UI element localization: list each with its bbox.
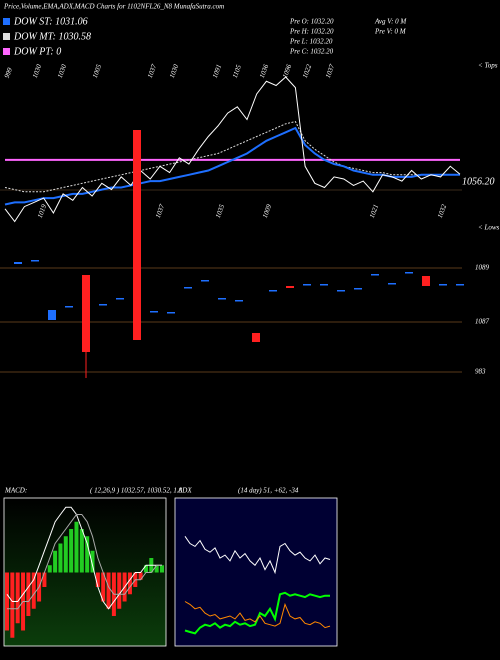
candle-body [201,280,209,282]
level-label: 1089 [475,264,490,272]
histogram-bar [47,565,52,573]
histogram-bar [79,529,84,573]
histogram-bar [58,543,63,573]
histogram-bar [10,572,15,638]
candle-body [303,284,311,286]
histogram-bar [42,572,47,587]
series-line [184,601,331,629]
candle-body [167,312,175,314]
info-text: Pre V: 0 M [374,28,407,36]
candle-body [14,262,22,264]
candle-body [184,287,192,289]
histogram-bar [53,550,58,573]
histogram-bar [69,529,74,573]
candle-body [218,298,226,300]
histogram-bar [90,550,95,573]
candle-body [99,304,107,306]
candle-body [116,298,124,300]
histogram-bar [85,536,90,573]
info-text: Pre L: 1032.20 [289,38,333,46]
info-text: Avg V: 0 M [374,18,407,26]
candle-body [133,130,141,340]
histogram-bar [26,572,31,616]
info-text: Pre C: 1032.20 [289,48,334,56]
adx-subtitle: (14 day) 51, +62, -34 [238,487,299,495]
candle-body [269,290,277,292]
candle-body [31,260,39,262]
candle-body [235,300,243,302]
macd-title: MACD: [4,487,27,495]
page-title: Price,Volume,EMA,ADX,MACD Charts for 110… [3,3,224,11]
candle-body [388,283,396,285]
top-label: 999 [3,66,14,79]
series-line [7,514,162,610]
candle-body [286,286,294,288]
candle-body [439,284,447,286]
adx-title: ADX [177,487,192,495]
series-line [184,536,331,575]
candle-body [320,284,328,286]
macd-subtitle: ( 12,26,9 ) 1032.57, 1030.52, 1.8 [90,487,183,495]
histogram-bar [138,572,143,580]
level-label: 1087 [475,318,490,326]
candle-body [48,310,56,320]
candle-body [252,333,260,342]
legend-label: DOW PT: 0 [13,46,61,57]
histogram-bar [117,572,122,609]
macd-panel [3,497,167,647]
candle-body [422,276,430,286]
legend-label: DOW MT: 1030.58 [13,31,91,42]
tops-label: < Tops [478,62,498,70]
histogram-bar [127,572,132,595]
histogram-bar [74,521,79,573]
histogram-bar [31,572,36,609]
candle-body [456,284,464,286]
histogram-bar [143,565,148,573]
histogram-bar [160,565,164,573]
candle-body [150,311,158,313]
histogram-bar [154,565,159,573]
histogram-bar [63,536,68,573]
histogram-bar [15,572,20,624]
legend-swatch [3,18,10,25]
candle-body [371,274,379,276]
lows-label: < Lows [478,224,500,232]
series-line [4,76,461,223]
legend-swatch [3,33,10,40]
candle-body [354,288,362,290]
histogram-bar [5,572,9,631]
level-label: 983 [475,368,486,376]
info-text: Pre O: 1032.20 [289,18,334,26]
series-line [4,121,460,193]
candle-body [82,275,90,352]
candle-body [405,272,413,274]
histogram-bar [101,572,106,602]
histogram-bar [106,572,111,609]
series-line [6,506,162,610]
histogram-bar [95,572,100,587]
legend-label: DOW ST: 1031.06 [13,16,88,27]
info-text: Pre H: 1032.20 [289,28,334,36]
price-label: 1056.20 [462,176,495,187]
candle-body [65,306,73,308]
legend-swatch [3,48,10,55]
candle-body [337,290,345,292]
